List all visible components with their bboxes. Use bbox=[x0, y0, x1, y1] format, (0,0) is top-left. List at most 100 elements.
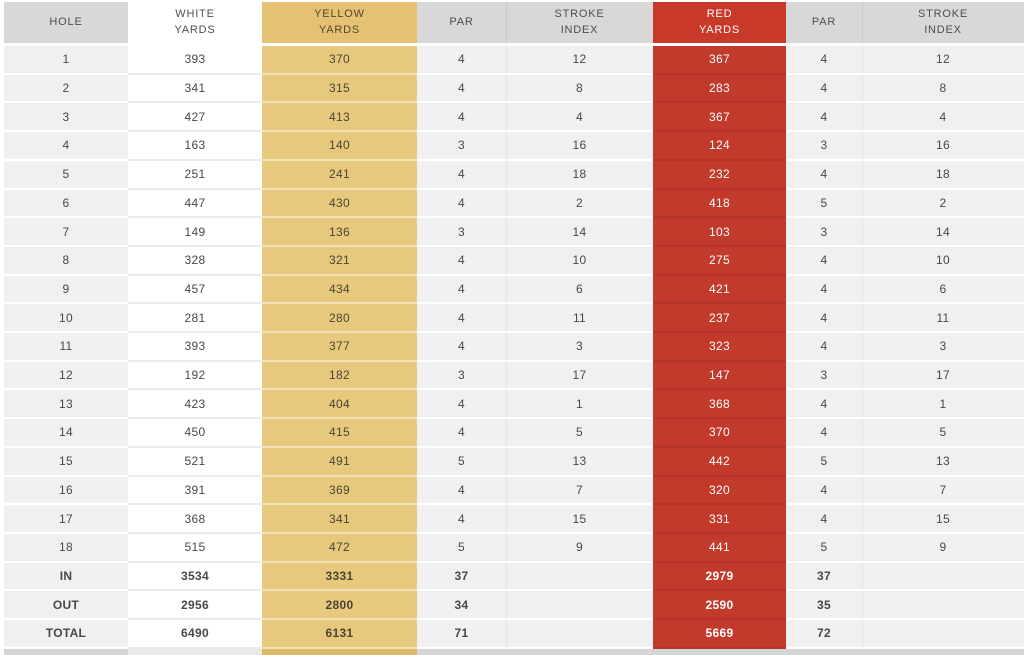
cell-si2: 15 bbox=[862, 505, 1024, 534]
cell-red: 124 bbox=[653, 132, 786, 161]
cell-si2: 4 bbox=[862, 103, 1024, 133]
cell-par2: 4 bbox=[786, 419, 862, 448]
cell-yellow: 370 bbox=[262, 46, 417, 75]
cell-red: 418 bbox=[653, 189, 786, 219]
footer-strip-segment bbox=[506, 648, 653, 655]
cell-par2: 3 bbox=[786, 132, 862, 161]
column-header-hole: HOLE bbox=[0, 2, 128, 46]
summary-cell-si1 bbox=[506, 562, 653, 592]
cell-hole: 6 bbox=[0, 189, 128, 219]
cell-si2: 8 bbox=[862, 74, 1024, 104]
cell-si1: 16 bbox=[506, 132, 653, 161]
cell-white: 149 bbox=[128, 218, 262, 247]
cell-yellow: 415 bbox=[262, 419, 417, 448]
cell-red: 320 bbox=[653, 476, 786, 506]
cell-par1: 4 bbox=[417, 103, 506, 133]
cell-red: 147 bbox=[653, 361, 786, 391]
cell-si1: 10 bbox=[506, 246, 653, 276]
cell-hole: 2 bbox=[0, 74, 128, 104]
cell-si2: 12 bbox=[862, 46, 1024, 75]
cell-red: 275 bbox=[653, 246, 786, 276]
cell-si2: 6 bbox=[862, 275, 1024, 305]
cell-si2: 18 bbox=[862, 160, 1024, 190]
cell-yellow: 182 bbox=[262, 361, 417, 391]
cell-red: 367 bbox=[653, 103, 786, 133]
summary-cell-red: 5669 bbox=[653, 620, 786, 649]
cell-par1: 4 bbox=[417, 189, 506, 219]
cell-yellow: 404 bbox=[262, 390, 417, 420]
footer-strip-segment bbox=[0, 648, 128, 655]
cell-hole: 18 bbox=[0, 533, 128, 563]
column-header-par1: PAR bbox=[417, 2, 506, 46]
summary-cell-si2 bbox=[862, 562, 1024, 592]
cell-si2: 5 bbox=[862, 419, 1024, 448]
cell-par2: 5 bbox=[786, 533, 862, 563]
footer-strip-segment bbox=[653, 648, 786, 655]
cell-red: 237 bbox=[653, 304, 786, 334]
cell-si2: 13 bbox=[862, 447, 1024, 477]
cell-hole: 16 bbox=[0, 476, 128, 506]
cell-white: 423 bbox=[128, 390, 262, 420]
cell-yellow: 321 bbox=[262, 246, 417, 276]
cell-hole: 17 bbox=[0, 505, 128, 534]
summary-cell-si2 bbox=[862, 620, 1024, 649]
cell-par2: 4 bbox=[786, 476, 862, 506]
cell-si2: 16 bbox=[862, 132, 1024, 161]
cell-yellow: 413 bbox=[262, 103, 417, 133]
footer-strip-segment bbox=[417, 648, 506, 655]
cell-red: 368 bbox=[653, 390, 786, 420]
cell-si2: 14 bbox=[862, 218, 1024, 247]
cell-par1: 4 bbox=[417, 74, 506, 104]
summary-cell-par1: 37 bbox=[417, 562, 506, 592]
cell-si1: 11 bbox=[506, 304, 653, 334]
summary-cell-red: 2979 bbox=[653, 562, 786, 592]
summary-cell-yellow: 2800 bbox=[262, 591, 417, 621]
cell-par2: 3 bbox=[786, 361, 862, 391]
cell-red: 441 bbox=[653, 533, 786, 563]
summary-cell-hole: TOTAL bbox=[0, 620, 128, 649]
cell-yellow: 280 bbox=[262, 304, 417, 334]
cell-white: 368 bbox=[128, 505, 262, 534]
cell-white: 447 bbox=[128, 189, 262, 219]
cell-white: 341 bbox=[128, 74, 262, 104]
cell-par2: 4 bbox=[786, 333, 862, 362]
summary-cell-par2: 72 bbox=[786, 620, 862, 649]
summary-cell-white: 6490 bbox=[128, 620, 262, 649]
cell-par1: 4 bbox=[417, 275, 506, 305]
cell-par1: 4 bbox=[417, 476, 506, 506]
cell-white: 192 bbox=[128, 361, 262, 391]
cell-si1: 13 bbox=[506, 447, 653, 477]
cell-si1: 12 bbox=[506, 46, 653, 75]
cell-yellow: 434 bbox=[262, 275, 417, 305]
cell-si1: 18 bbox=[506, 160, 653, 190]
cell-white: 515 bbox=[128, 533, 262, 563]
cell-par2: 4 bbox=[786, 275, 862, 305]
cell-par1: 4 bbox=[417, 46, 506, 75]
cell-par1: 4 bbox=[417, 505, 506, 534]
cell-red: 370 bbox=[653, 419, 786, 448]
cell-si1: 17 bbox=[506, 361, 653, 391]
footer-strip-segment bbox=[786, 648, 862, 655]
cell-si1: 8 bbox=[506, 74, 653, 104]
cell-yellow: 377 bbox=[262, 333, 417, 362]
cell-par2: 5 bbox=[786, 189, 862, 219]
cell-si2: 17 bbox=[862, 361, 1024, 391]
cell-si2: 1 bbox=[862, 390, 1024, 420]
cell-par2: 4 bbox=[786, 505, 862, 534]
cell-white: 251 bbox=[128, 160, 262, 190]
cell-si2: 7 bbox=[862, 476, 1024, 506]
summary-cell-hole: OUT bbox=[0, 591, 128, 621]
cell-si1: 6 bbox=[506, 275, 653, 305]
cell-hole: 9 bbox=[0, 275, 128, 305]
cell-red: 103 bbox=[653, 218, 786, 247]
summary-cell-par2: 37 bbox=[786, 562, 862, 592]
cell-red: 421 bbox=[653, 275, 786, 305]
cell-par2: 4 bbox=[786, 103, 862, 133]
cell-red: 442 bbox=[653, 447, 786, 477]
cell-hole: 4 bbox=[0, 132, 128, 161]
cell-par1: 3 bbox=[417, 132, 506, 161]
cell-white: 393 bbox=[128, 46, 262, 75]
cell-si1: 14 bbox=[506, 218, 653, 247]
cell-si1: 4 bbox=[506, 103, 653, 133]
